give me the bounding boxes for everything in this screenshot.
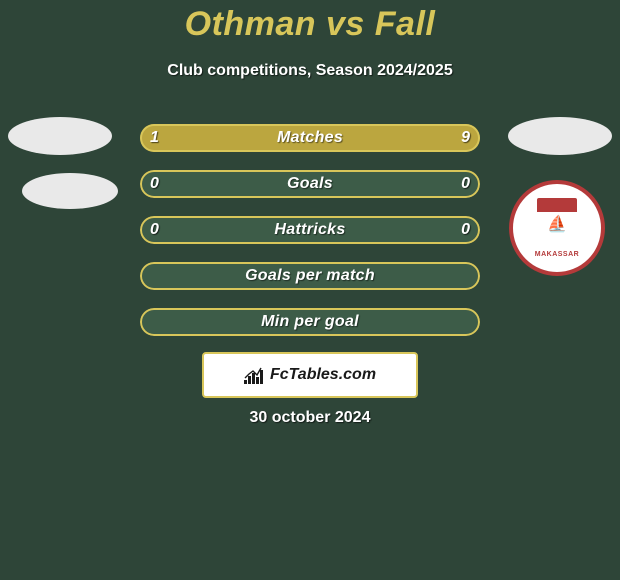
stat-row: Min per goal — [140, 308, 480, 336]
stat-row: 00Hattricks — [140, 216, 480, 244]
stat-row: Goals per match — [140, 262, 480, 290]
club-wall-icon — [537, 198, 577, 212]
stat-row: 00Goals — [140, 170, 480, 198]
player-badge-left — [8, 117, 112, 155]
page-title: Othman vs Fall — [0, 5, 620, 44]
stat-label: Goals per match — [140, 262, 480, 290]
player-badge-right — [508, 117, 612, 155]
club-badge-left — [22, 173, 118, 209]
stat-row: 19Matches — [140, 124, 480, 152]
stat-label: Goals — [140, 170, 480, 198]
page-subtitle: Club competitions, Season 2024/2025 — [0, 62, 620, 80]
stat-label: Hattricks — [140, 216, 480, 244]
infographic-canvas: Othman vs Fall Club competitions, Season… — [0, 0, 620, 580]
chart-icon — [244, 366, 266, 384]
date-text: 30 october 2024 — [0, 409, 620, 427]
club-name-text: MAKASSAR — [535, 251, 579, 258]
stat-bars: 19Matches 00Goals 00Hattricks Goals per mat… — [140, 124, 480, 354]
attribution-text: FcTables.com — [270, 366, 376, 384]
stat-label: Matches — [140, 124, 480, 152]
attribution-badge: FcTables.com — [202, 352, 418, 398]
club-badge-right: ⛵ MAKASSAR — [509, 180, 605, 276]
stat-label: Min per goal — [140, 308, 480, 336]
club-ship-icon: ⛵ — [547, 214, 567, 234]
